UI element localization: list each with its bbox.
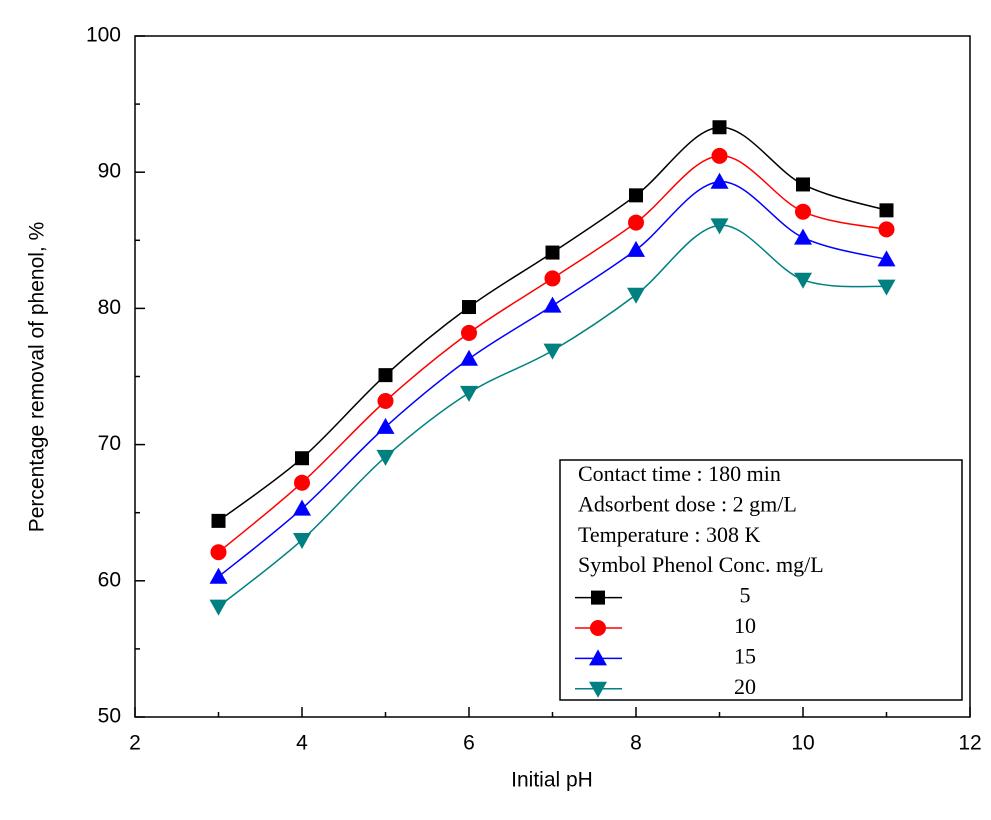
marker [710, 172, 729, 189]
marker [794, 228, 812, 245]
marker [293, 532, 311, 549]
y-tick-label: 70 [98, 432, 121, 455]
y-tick-label: 80 [98, 296, 121, 319]
marker [877, 279, 896, 296]
legend-label: 15 [734, 643, 756, 668]
marker [877, 250, 896, 267]
marker [795, 203, 811, 220]
x-tick-label: 6 [463, 732, 475, 755]
marker [545, 245, 560, 260]
y-tick-label: 90 [98, 160, 121, 183]
annotation: Adsorbent dose : 2 gm/L [578, 491, 797, 516]
y-tick-label: 50 [98, 705, 121, 728]
marker [543, 296, 562, 313]
marker [629, 188, 643, 203]
marker [209, 567, 228, 584]
y-tick-label: 60 [98, 568, 121, 591]
legend-marker [591, 590, 605, 605]
legend-box [559, 459, 963, 701]
y-tick-label: 100 [86, 24, 121, 47]
marker [627, 240, 645, 257]
marker [377, 393, 394, 410]
marker [543, 343, 562, 360]
legend-label: 5 [740, 583, 751, 608]
marker [460, 385, 478, 402]
legend-label: 20 [734, 674, 756, 699]
x-tick-label: 4 [296, 732, 308, 755]
x-axis-label: Initial pH [511, 769, 593, 792]
marker [711, 147, 728, 164]
annotation: Temperature : 308 K [578, 522, 760, 547]
marker [627, 287, 645, 304]
marker [376, 417, 395, 434]
marker [712, 120, 727, 135]
legend-marker [589, 681, 607, 698]
y-axis-label: Percentage removal of phenol, % [26, 222, 49, 533]
marker [878, 221, 895, 238]
annotation: Contact time : 180 min [578, 461, 781, 486]
marker [462, 300, 476, 315]
marker [710, 218, 729, 235]
annotation: Symbol Phenol Conc. mg/L [578, 552, 824, 577]
marker [294, 474, 310, 491]
marker [295, 451, 309, 466]
marker [794, 272, 812, 289]
marker [376, 449, 395, 466]
marker [460, 349, 478, 366]
marker [544, 270, 561, 287]
marker [879, 203, 894, 218]
marker [461, 324, 477, 341]
marker [209, 599, 228, 616]
marker [211, 513, 226, 528]
legend-label: 10 [734, 613, 756, 638]
marker [293, 499, 311, 516]
marker [628, 214, 644, 231]
marker [378, 368, 393, 383]
marker [796, 177, 810, 192]
x-tick-label: 8 [630, 732, 642, 755]
marker [210, 544, 227, 561]
legend-marker [589, 649, 607, 666]
x-tick-label: 12 [958, 732, 981, 755]
x-tick-label: 2 [129, 732, 141, 755]
legend-marker [590, 620, 606, 636]
x-tick-label: 10 [791, 732, 814, 755]
